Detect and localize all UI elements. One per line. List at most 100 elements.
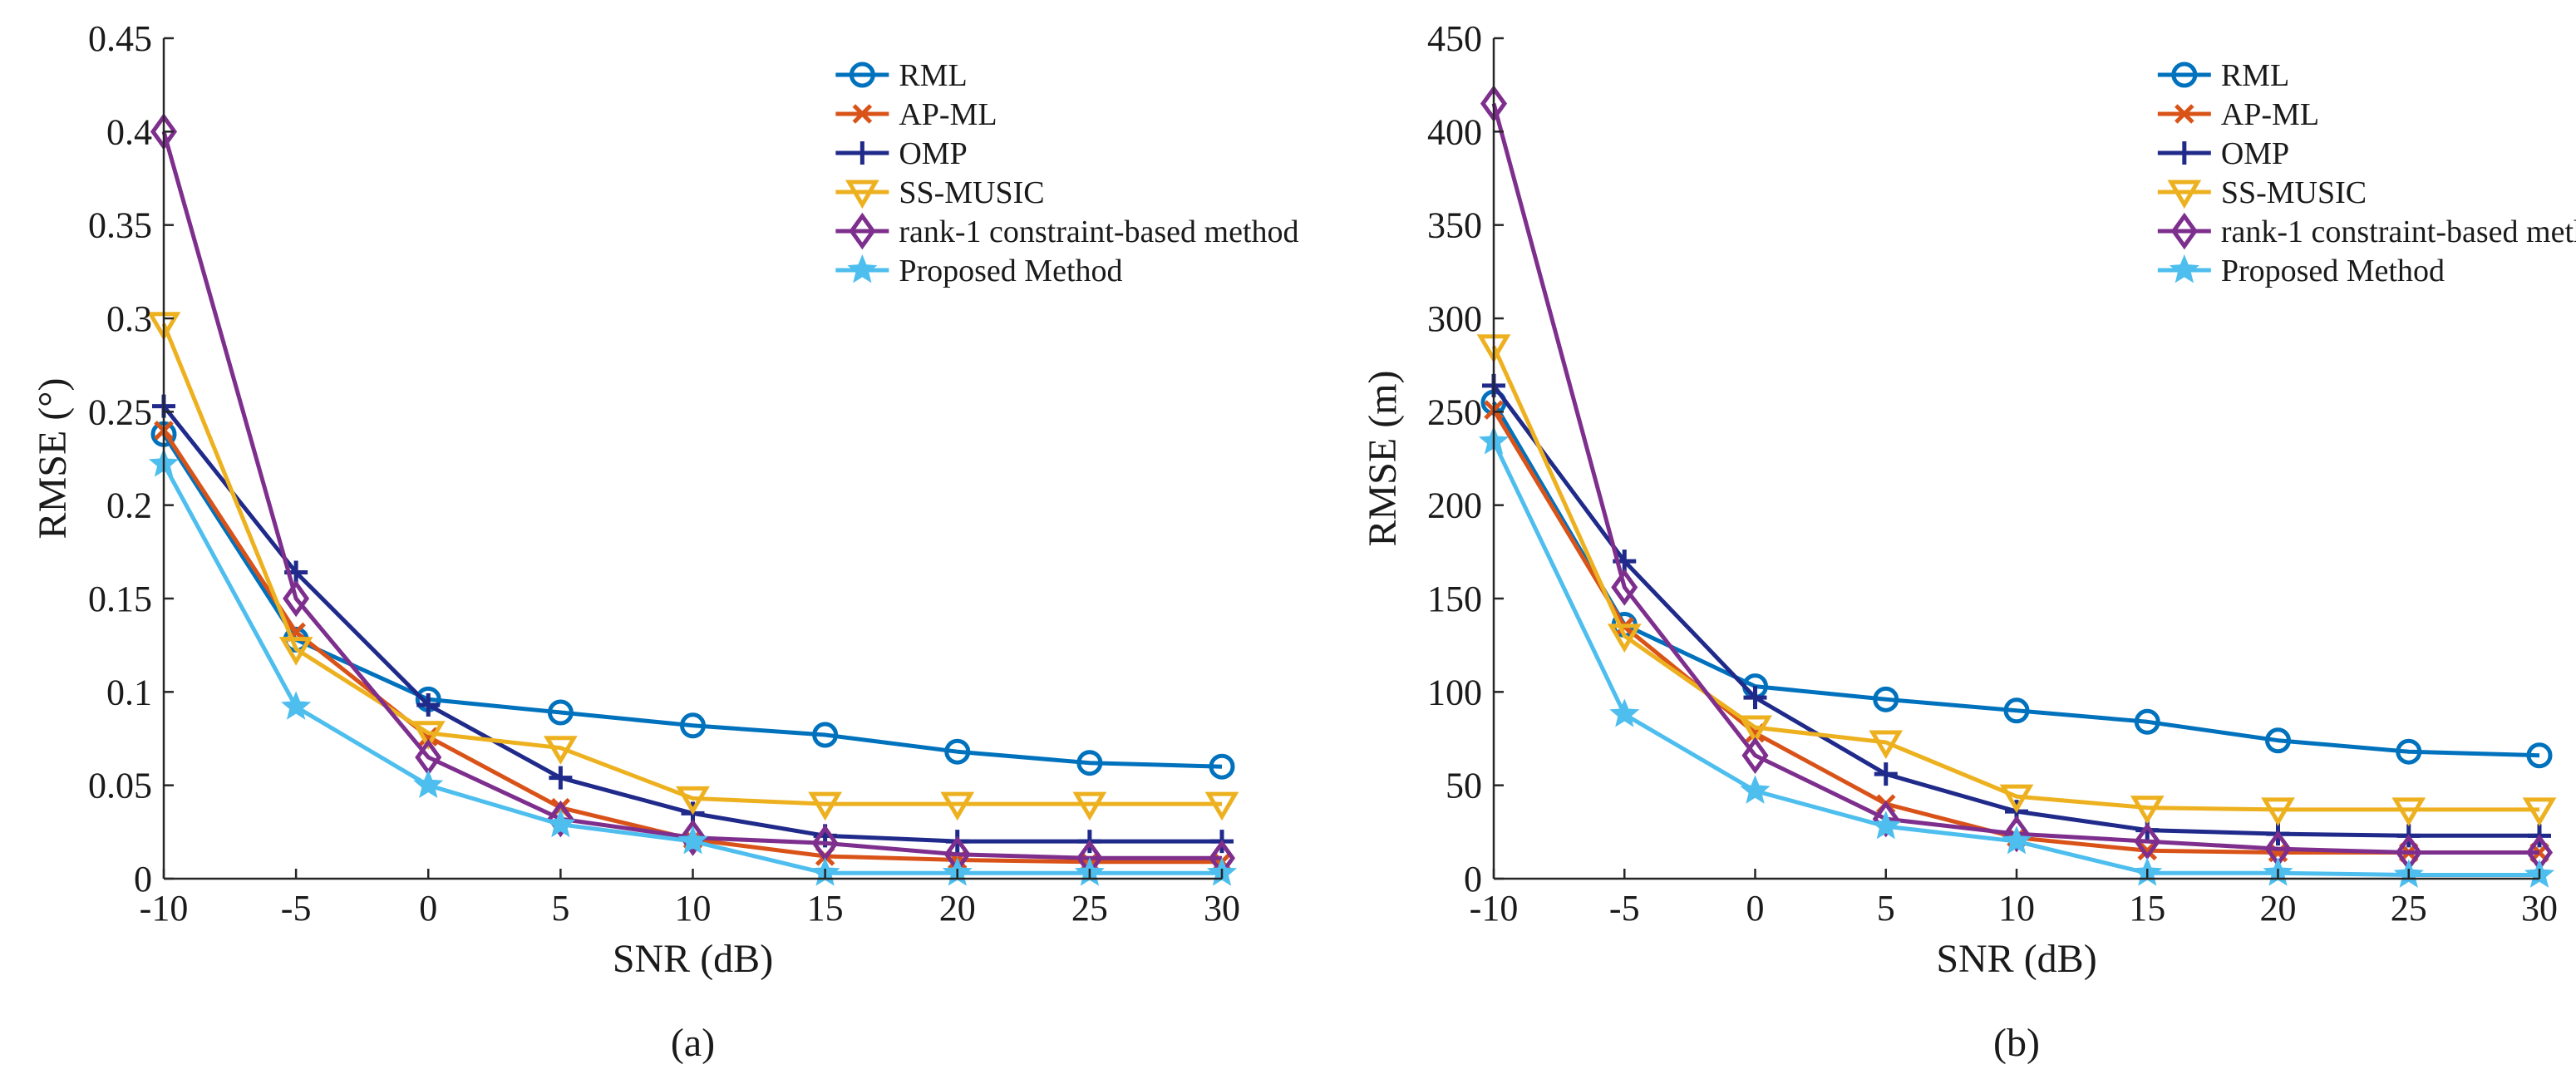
data-point bbox=[1741, 737, 1769, 774]
x-tick-label: 5 bbox=[551, 888, 569, 929]
legend-entry: Proposed Method bbox=[2157, 254, 2445, 288]
x-tick-label: 0 bbox=[419, 888, 437, 929]
series-line bbox=[1491, 345, 2539, 812]
data-point bbox=[812, 722, 839, 748]
legend-label: Proposed Method bbox=[899, 254, 1122, 288]
data-point bbox=[416, 693, 441, 717]
legend-entry: Proposed Method bbox=[835, 254, 1123, 288]
legend-entry: OMP bbox=[2157, 136, 2289, 171]
legend-entry: RML bbox=[835, 58, 968, 93]
x-tick-label: 0 bbox=[1746, 888, 1765, 929]
legend-entry: rank-1 constraint-based method bbox=[2157, 212, 2576, 250]
y-axis-title: RMSE (m) bbox=[1361, 370, 1405, 546]
data-point bbox=[1743, 686, 1767, 710]
data-point bbox=[676, 786, 710, 816]
x-tick-label: 30 bbox=[1204, 888, 1240, 929]
x-tick-label: -10 bbox=[1470, 888, 1519, 929]
data-point bbox=[1873, 686, 1899, 712]
legend-label: SS-MUSIC bbox=[899, 175, 1044, 210]
data-point bbox=[1607, 623, 1642, 653]
x-tick-label: -5 bbox=[1609, 888, 1640, 929]
y-axis-title: RMSE (°) bbox=[31, 378, 75, 540]
data-point bbox=[1999, 784, 2034, 814]
data-point bbox=[679, 819, 707, 856]
y-tick-label: 300 bbox=[1427, 298, 1482, 339]
data-point bbox=[1204, 791, 1239, 821]
legend-entry: SS-MUSIC bbox=[835, 175, 1045, 210]
data-point bbox=[2130, 796, 2165, 825]
legend-label: RML bbox=[2221, 58, 2289, 93]
legend-label: OMP bbox=[899, 136, 967, 171]
data-point bbox=[2002, 815, 2031, 853]
data-point bbox=[1209, 753, 1235, 780]
y-tick-label: 0.1 bbox=[106, 672, 152, 712]
legend-marker bbox=[2167, 180, 2202, 209]
x-axis-title: SNR (dB) bbox=[1936, 937, 2096, 981]
data-point bbox=[2526, 742, 2553, 769]
legend: RML AP-ML OMP SS-MUSIC rank-1 constraint-bas… bbox=[2157, 58, 2576, 288]
data-point bbox=[278, 637, 313, 666]
data-point bbox=[2134, 822, 2161, 860]
data-point bbox=[411, 721, 446, 750]
x-tick-label: -5 bbox=[281, 888, 312, 929]
legend-entry: AP-ML bbox=[835, 97, 997, 132]
chart-panel-a: -10 -5 0 5 10 15 20 25 30 0 0.05 0.1 0.15 0.2 0.25 0.3 0… bbox=[31, 18, 1299, 1065]
legend: RML AP-ML OMP SS-MUSIC rank-1 constraint-bas… bbox=[835, 58, 1299, 288]
x-tick-label: -10 bbox=[140, 888, 189, 929]
y-tick-label: 0.25 bbox=[88, 392, 152, 432]
x-tick-label: 20 bbox=[939, 888, 976, 929]
y-tick-label: 0.45 bbox=[88, 18, 152, 59]
data-point bbox=[1609, 698, 1640, 727]
x-tick-label: 10 bbox=[1998, 888, 2035, 929]
data-point bbox=[2261, 797, 2295, 827]
y-tick-label: 0 bbox=[1464, 859, 1482, 899]
data-point bbox=[1076, 750, 1103, 776]
data-point bbox=[1870, 811, 1901, 840]
data-point bbox=[680, 712, 706, 739]
data-point bbox=[2522, 797, 2557, 827]
y-tick-label: 200 bbox=[1427, 485, 1482, 526]
legend-marker bbox=[847, 254, 878, 283]
y-tick-label: 0.35 bbox=[88, 205, 152, 246]
data-point bbox=[808, 791, 843, 821]
series-line bbox=[161, 432, 1223, 769]
y-tick-label: 0.3 bbox=[106, 298, 152, 339]
y-tick-label: 450 bbox=[1427, 18, 1482, 59]
data-point bbox=[547, 699, 574, 726]
legend-entry: SS-MUSIC bbox=[2157, 175, 2367, 210]
legend-marker bbox=[845, 180, 879, 209]
y-tick-label: 0.15 bbox=[88, 579, 152, 619]
data-point bbox=[1740, 775, 1771, 804]
legend-entry: OMP bbox=[835, 136, 968, 171]
x-tick-label: 5 bbox=[1877, 888, 1895, 929]
data-point bbox=[2391, 797, 2426, 827]
y-tick-label: 150 bbox=[1427, 579, 1482, 619]
chart-panel-b: -10 -5 0 5 10 15 20 25 3005010015020025030035040… bbox=[1361, 18, 2576, 1065]
y-tick-label: 0.2 bbox=[106, 485, 152, 526]
data-point bbox=[1874, 762, 1898, 786]
figure-caption: (a) bbox=[671, 1021, 715, 1065]
x-tick-label: 15 bbox=[2129, 888, 2165, 929]
data-point bbox=[1072, 791, 1107, 821]
legend-label: SS-MUSIC bbox=[2221, 175, 2367, 210]
data-point bbox=[547, 800, 574, 838]
y-tick-label: 0.4 bbox=[106, 111, 152, 152]
x-tick-label: 30 bbox=[2521, 888, 2558, 929]
plot-area bbox=[1494, 38, 2539, 879]
data-point bbox=[413, 769, 444, 799]
data-point bbox=[2134, 708, 2160, 735]
legend-marker bbox=[2171, 62, 2198, 88]
data-point bbox=[1738, 715, 1772, 745]
y-tick-label: 250 bbox=[1427, 392, 1482, 432]
data-point bbox=[1872, 800, 1899, 838]
data-point bbox=[2003, 697, 2030, 724]
x-tick-label: 10 bbox=[675, 888, 712, 929]
legend-label: rank-1 constraint-based method bbox=[2221, 214, 2576, 249]
legend-label: OMP bbox=[2221, 136, 2289, 171]
y-tick-label: 350 bbox=[1427, 205, 1482, 246]
series-rml bbox=[150, 421, 1235, 780]
y-tick-label: 100 bbox=[1427, 672, 1482, 712]
data-point bbox=[940, 791, 975, 821]
legend-marker bbox=[2175, 104, 2194, 124]
